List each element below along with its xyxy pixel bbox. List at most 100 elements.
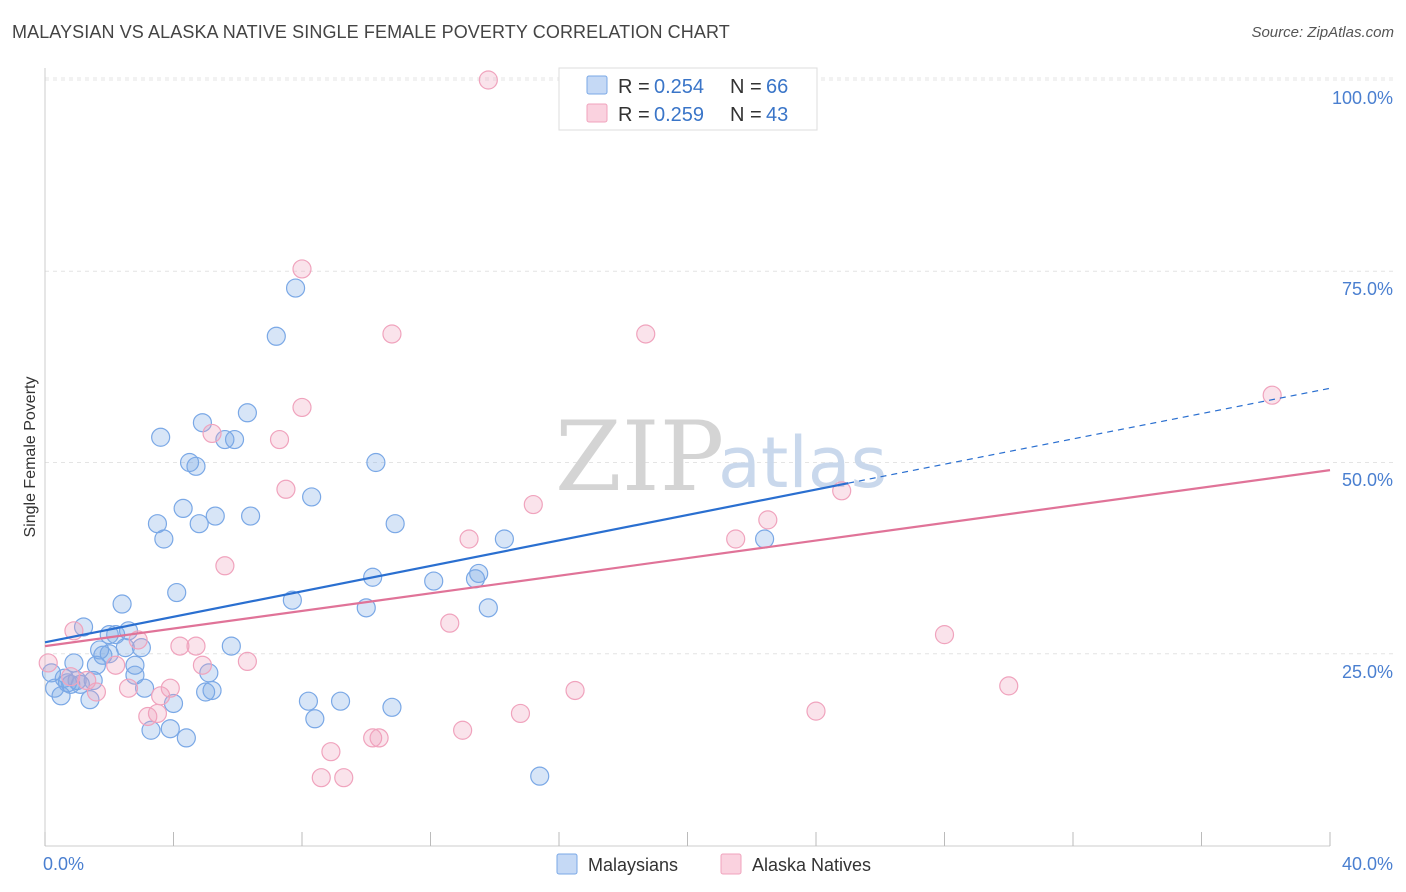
point-malaysians (189, 514, 209, 534)
point-alaska-natives (276, 479, 296, 499)
point-alaska-natives (636, 324, 656, 344)
point-malaysians (282, 590, 302, 610)
watermark-zip: ZIP (555, 401, 724, 513)
point-alaska-natives (170, 636, 190, 656)
x-tick-label: 0.0% (43, 854, 84, 874)
point-alaska-natives (565, 680, 585, 701)
trend-line-malaysians (44, 482, 849, 644)
point-malaysians (167, 582, 187, 603)
point-alaska-natives (382, 324, 402, 344)
point-malaysians (112, 594, 132, 614)
point-alaska-natives (758, 510, 778, 530)
point-malaysians (205, 506, 225, 526)
legend-swatch-malaysians (586, 75, 608, 95)
x-tick-labels: 0.0% 40.0% (43, 854, 1393, 874)
watermark-atlas: atlas (718, 422, 887, 504)
point-alaska-natives (363, 728, 383, 748)
point-malaysians (330, 691, 351, 711)
data-points (38, 70, 1282, 788)
point-alaska-natives (61, 667, 81, 687)
point-alaska-natives (202, 423, 222, 444)
point-malaysians (151, 427, 171, 447)
legend-swatch-alaska-natives (586, 103, 608, 123)
legend-n-label: N = (730, 104, 762, 126)
point-alaska-natives (321, 742, 341, 762)
legend-r-value-alaska-natives: 0.259 (654, 104, 704, 126)
point-alaska-natives (726, 529, 746, 549)
point-alaska-natives (292, 397, 312, 418)
point-malaysians (469, 563, 489, 584)
point-alaska-natives (453, 720, 473, 740)
point-malaysians (196, 682, 216, 702)
chart-title: MALAYSIAN VS ALASKA NATIVE SINGLE FEMALE… (12, 22, 730, 42)
point-alaska-natives (237, 651, 257, 672)
x-tick-label: 40.0% (1342, 854, 1393, 874)
point-malaysians (125, 655, 145, 675)
legend-r-value-malaysians: 0.254 (654, 76, 704, 98)
point-malaysians (424, 571, 444, 591)
point-alaska-natives (151, 686, 171, 706)
point-malaysians (90, 640, 110, 660)
point-alaska-natives (186, 636, 206, 656)
point-malaysians (86, 655, 107, 675)
point-malaysians (93, 645, 113, 665)
trend-line-alaska-natives (44, 469, 1331, 648)
point-malaysians (160, 719, 180, 739)
point-alaska-natives (192, 655, 213, 675)
point-malaysians (224, 429, 245, 450)
point-malaysians (382, 697, 402, 717)
point-alaska-natives (269, 429, 290, 450)
point-alaska-natives (369, 728, 389, 748)
point-malaysians (202, 680, 222, 701)
point-alaska-natives (934, 625, 955, 645)
point-malaysians (385, 514, 405, 534)
point-alaska-natives (334, 768, 354, 788)
legend-n-value-alaska-natives: 43 (766, 104, 788, 126)
y-tick-labels: 25.0% 50.0% 75.0% 100.0% (1332, 88, 1393, 682)
point-alaska-natives (459, 529, 479, 549)
bottom-legend-swatch-malaysians (556, 853, 578, 875)
point-alaska-natives (215, 556, 235, 576)
bottom-legend-label-malaysians: Malaysians (588, 855, 678, 875)
point-malaysians (173, 498, 193, 518)
point-malaysians (285, 278, 306, 298)
legend-r-label: R = (618, 104, 650, 126)
point-alaska-natives (999, 676, 1019, 696)
point-alaska-natives (128, 630, 148, 650)
point-malaysians (80, 690, 100, 710)
trend-line-malaysians-extension (848, 387, 1331, 484)
point-malaysians (134, 678, 155, 698)
bottom-legend-swatch-alaska-natives (720, 853, 742, 875)
point-malaysians (83, 670, 103, 691)
point-malaysians (266, 326, 286, 346)
bottom-legend-label-alaska-natives: Alaska Natives (752, 855, 871, 875)
point-malaysians (754, 529, 775, 549)
point-alaska-natives (38, 653, 58, 673)
point-malaysians (302, 487, 322, 507)
y-tick-label: 25.0% (1342, 662, 1393, 682)
point-alaska-natives (311, 768, 331, 788)
point-malaysians (154, 529, 174, 549)
point-alaska-natives (118, 678, 139, 698)
y-tick-label: 50.0% (1342, 470, 1393, 490)
point-malaysians (45, 678, 65, 698)
point-alaska-natives (523, 494, 543, 515)
point-malaysians (176, 728, 196, 748)
point-malaysians (465, 569, 486, 589)
trend-lines (44, 387, 1331, 648)
legend-n-label: N = (730, 76, 762, 98)
point-malaysians (241, 506, 261, 526)
correlation-legend: R = 0.254 N = 66 R = 0.259 N = 43 (558, 67, 818, 131)
axes (44, 68, 1331, 847)
legend-n-value-malaysians: 66 (766, 76, 788, 98)
point-alaska-natives (86, 682, 107, 702)
source-label: Source: ZipAtlas.com (1251, 24, 1394, 41)
series-legend: Malaysians Alaska Natives (556, 853, 871, 875)
point-malaysians (298, 691, 319, 711)
point-malaysians (192, 413, 213, 433)
point-malaysians (530, 766, 550, 786)
point-malaysians (366, 452, 386, 473)
point-malaysians (305, 709, 325, 729)
point-alaska-natives (147, 703, 168, 724)
